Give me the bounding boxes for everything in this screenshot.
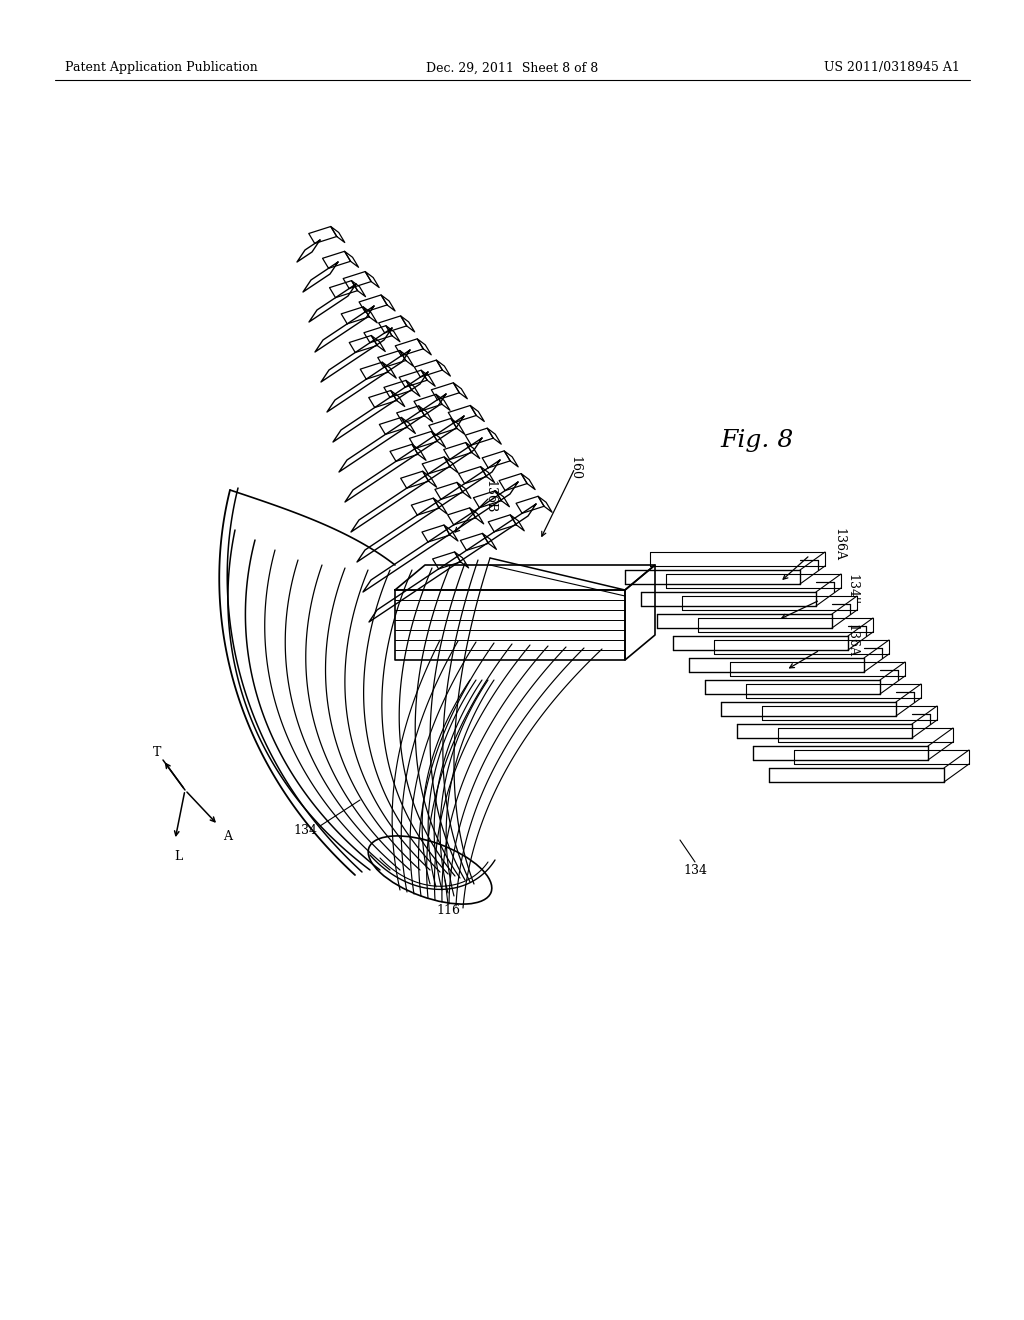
Text: 134'': 134'' (845, 574, 858, 606)
Text: L: L (174, 850, 182, 862)
Text: Fig. 8: Fig. 8 (720, 429, 794, 451)
Text: A: A (223, 829, 232, 842)
Text: US 2011/0318945 A1: US 2011/0318945 A1 (824, 62, 961, 74)
Text: Dec. 29, 2011  Sheet 8 of 8: Dec. 29, 2011 Sheet 8 of 8 (426, 62, 598, 74)
Text: 160: 160 (568, 455, 582, 480)
Text: 134: 134 (293, 824, 317, 837)
Text: 136A: 136A (831, 528, 845, 561)
Text: Patent Application Publication: Patent Application Publication (65, 62, 258, 74)
Text: 134: 134 (683, 863, 707, 876)
Text: T: T (153, 746, 161, 759)
Text: 116: 116 (436, 903, 460, 916)
Text: 136A: 136A (845, 623, 858, 656)
Text: 136B: 136B (483, 480, 497, 513)
